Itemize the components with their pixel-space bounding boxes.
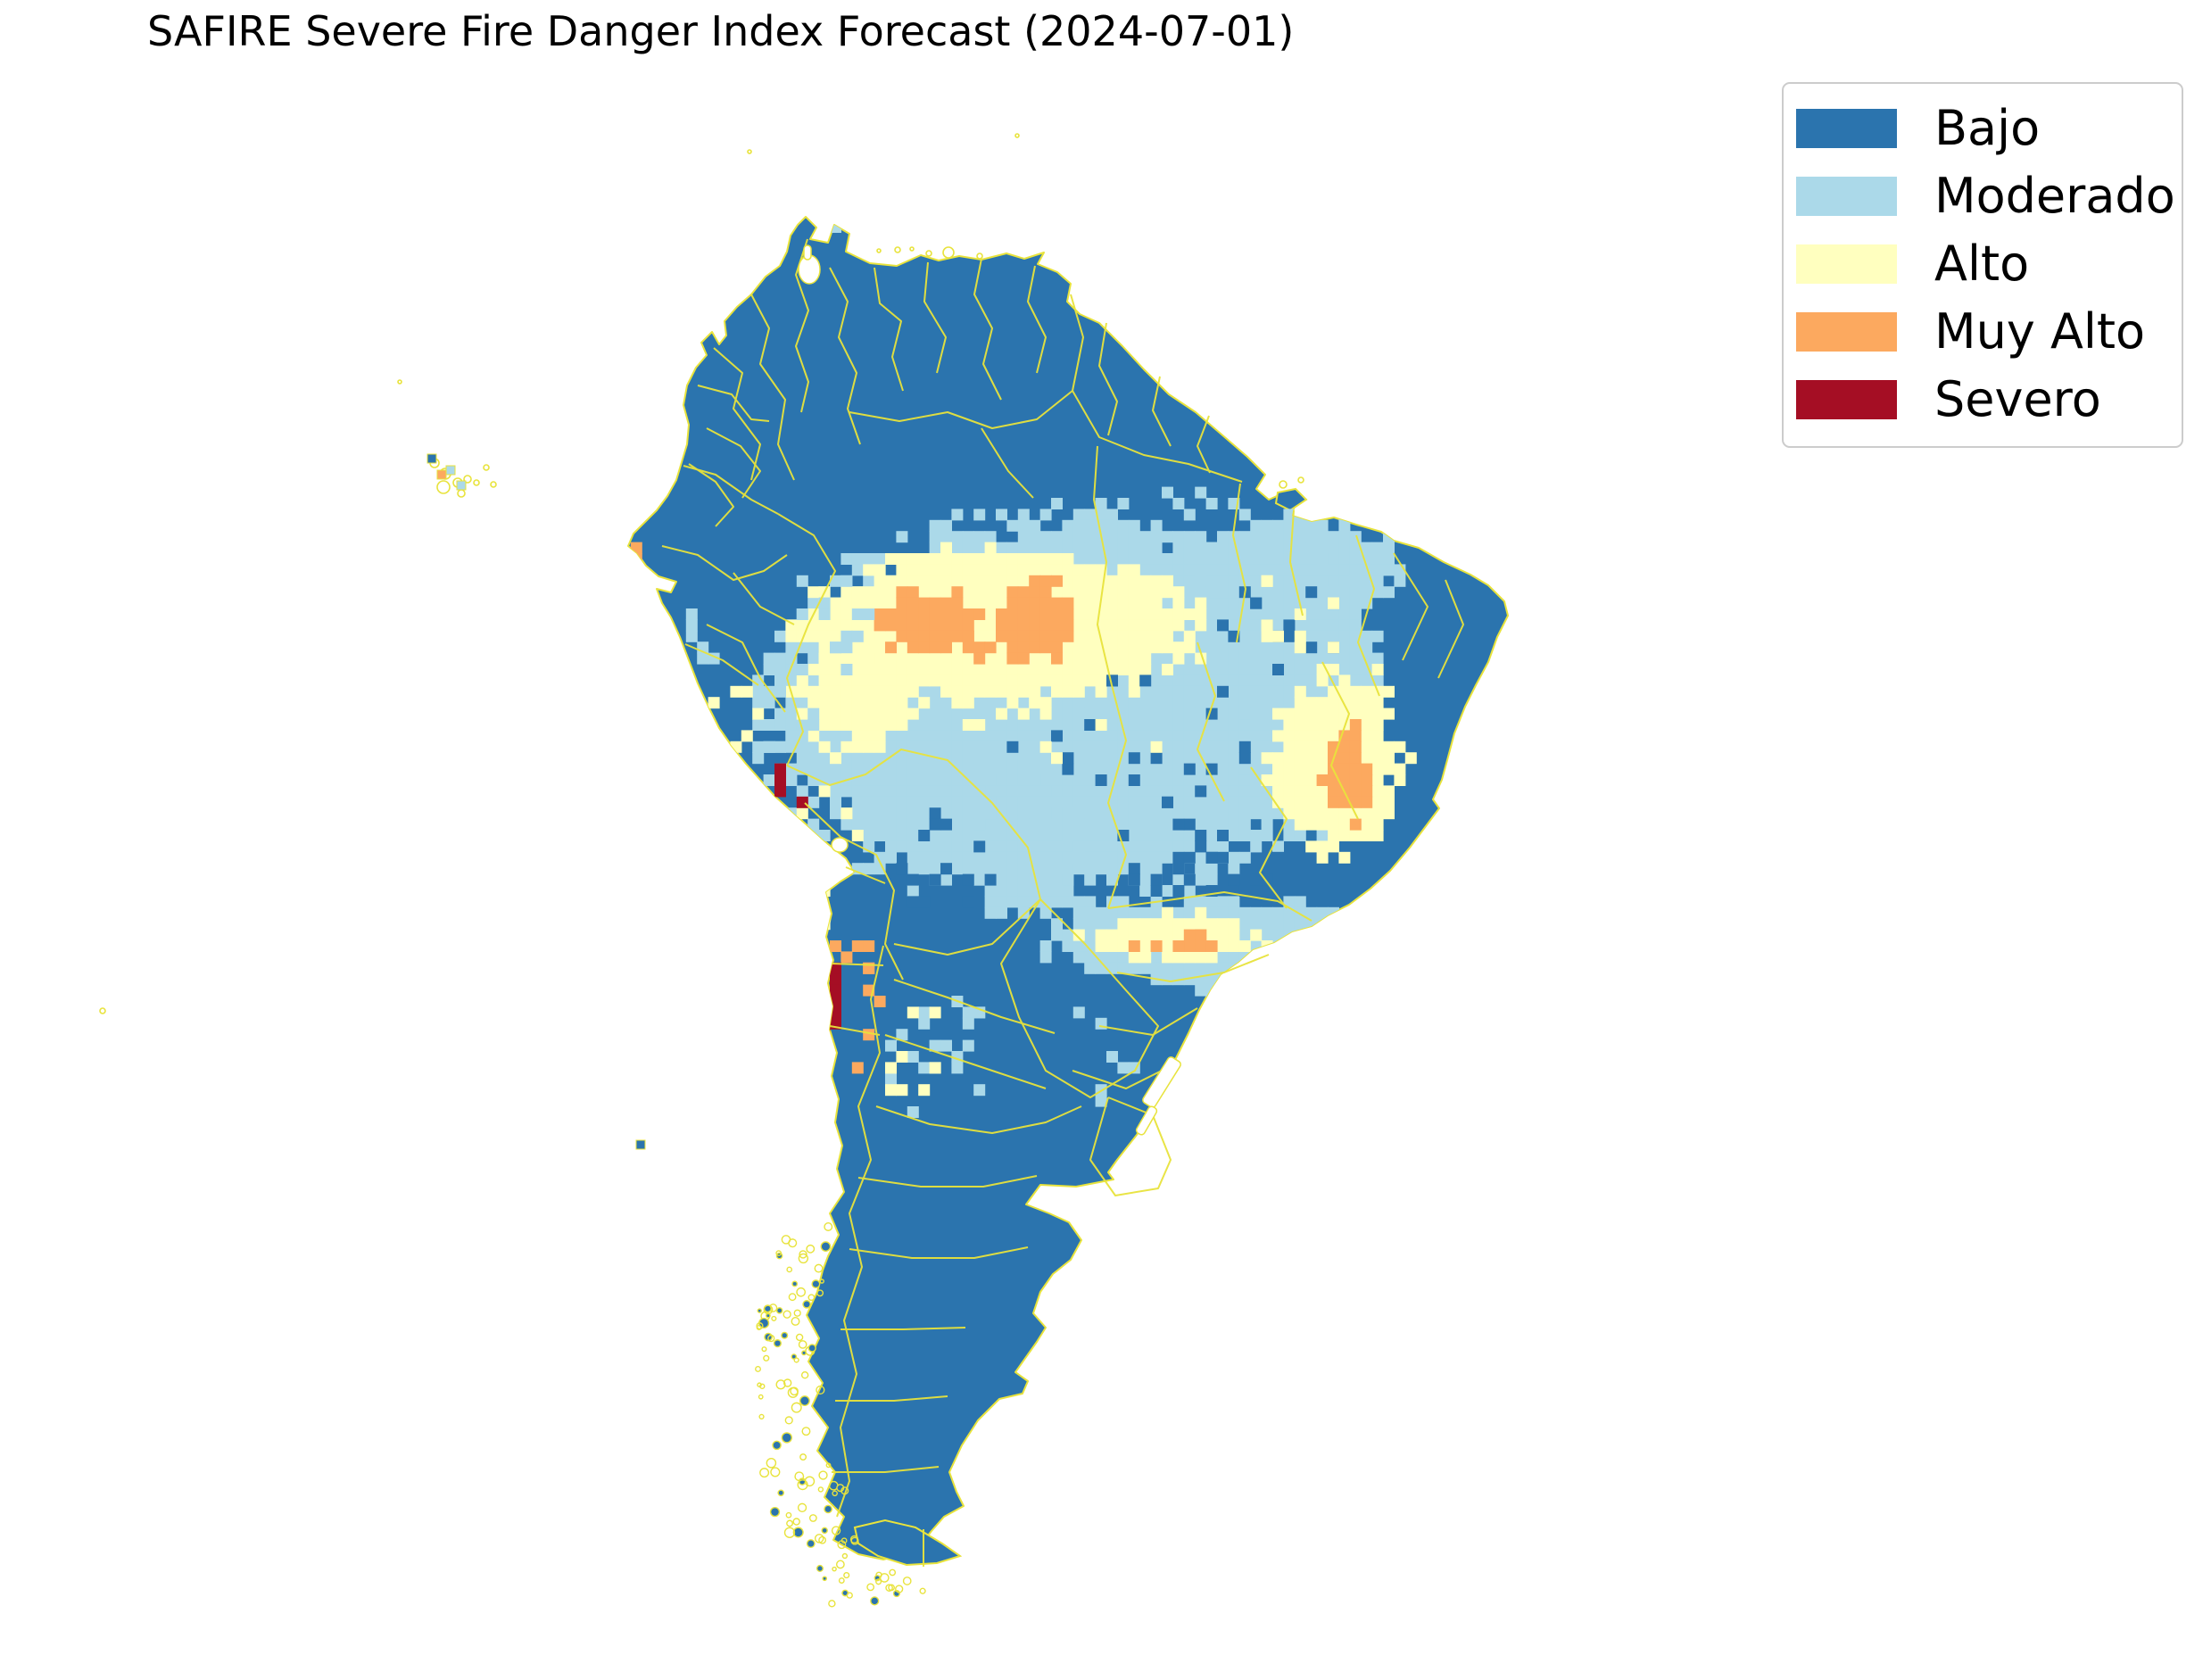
lakes	[798, 244, 1181, 1136]
danger-raster	[630, 221, 1417, 1118]
legend-item-severo: Severo	[1796, 366, 2169, 434]
legend-item-alto: Alto	[1796, 230, 2169, 298]
legend: Bajo Moderado Alto Muy Alto Severo	[1782, 82, 2183, 448]
legend-label: Severo	[1934, 371, 2101, 427]
legend-item-moderado: Moderado	[1796, 162, 2175, 230]
legend-item-bajo: Bajo	[1796, 95, 2169, 162]
map-title: SAFIRE Severe Fire Danger Index Forecast…	[147, 7, 1295, 55]
legend-label: Muy Alto	[1934, 303, 2146, 360]
legend-swatch-bajo	[1796, 109, 1897, 148]
legend-swatch-severo	[1796, 380, 1897, 419]
legend-swatch-moderado	[1796, 177, 1897, 216]
legend-label: Bajo	[1934, 100, 2041, 156]
admin-borders	[661, 238, 1464, 1567]
legend-label: Moderado	[1934, 168, 2175, 224]
islands	[99, 133, 1304, 1608]
legend-item-muy_alto: Muy Alto	[1796, 298, 2169, 366]
legend-label: Alto	[1934, 236, 2030, 292]
legend-swatch-alto	[1796, 244, 1897, 284]
legend-swatch-muy_alto	[1796, 312, 1897, 352]
